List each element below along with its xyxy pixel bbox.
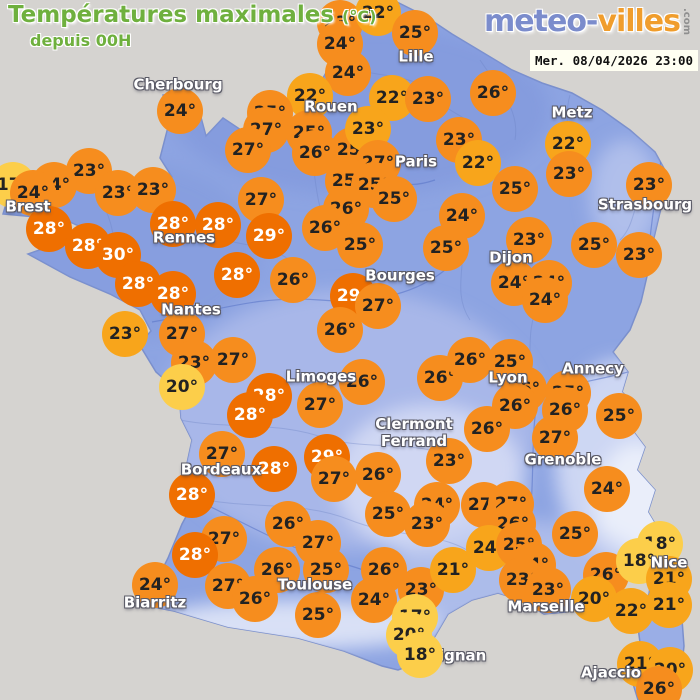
temp-bubble: 26° (254, 547, 300, 593)
temp-bubble: 27° (355, 283, 401, 329)
temp-bubble: 26° (447, 337, 493, 383)
city-label: Rouen (304, 97, 358, 116)
city-label: Limoges (285, 367, 357, 386)
temp-bubble: 25° (552, 511, 598, 557)
logo-part-orange: villes (597, 4, 681, 39)
map-title-block: Températures maximales (°C) depuis 00H (8, 2, 376, 50)
temp-bubble: 25° (596, 393, 642, 439)
city-label: Lyon (488, 368, 528, 387)
temp-bubble: 24° (157, 88, 203, 134)
temp-bubble: 26° (636, 666, 682, 700)
temp-bubble: 29° (246, 213, 292, 259)
temp-bubble: 23° (405, 76, 451, 122)
temp-bubble: 28° (150, 201, 196, 247)
temp-bubble: 23° (404, 501, 450, 547)
temp-bubble: 28° (214, 252, 260, 298)
temp-bubble: 21° (430, 547, 476, 593)
city-label: Marseille (507, 597, 585, 616)
city-label: Annecy (562, 359, 624, 378)
temp-bubble: 25° (571, 222, 617, 268)
temp-bubble: 25° (365, 491, 411, 537)
temp-bubble: 27° (297, 382, 343, 428)
temp-bubble: 23° (102, 311, 148, 357)
temp-bubble: 27° (210, 337, 256, 383)
city-label: Nantes (161, 300, 221, 319)
temp-bubble: 23° (426, 438, 472, 484)
temp-bubble: 23° (525, 567, 571, 613)
datetime-badge: Mer. 08/04/2026 23:00 (529, 50, 698, 71)
temp-bubble: 24° (351, 577, 397, 623)
temp-bubble: 26° (464, 406, 510, 452)
temp-bubble: 26° (355, 452, 401, 498)
city-label: Brest (5, 197, 51, 216)
temp-bubble: 26° (470, 70, 516, 116)
temp-bubble: 25° (303, 547, 349, 593)
temp-bubble: 24° (10, 170, 56, 216)
temp-bubble: 23° (506, 217, 552, 263)
city-label: Toulouse (277, 575, 353, 594)
temp-bubble: 28° (26, 206, 72, 252)
city-label: Nice (650, 553, 688, 572)
temp-bubble: 27° (532, 415, 578, 461)
city-label: Strasbourg (597, 195, 693, 214)
temp-bubble: 18° (397, 632, 443, 678)
temp-bubble: 28° (150, 271, 196, 317)
city-label: Cherbourg (133, 75, 223, 94)
temp-bubble: 26° (270, 257, 316, 303)
city-label: Bordeaux (180, 460, 262, 479)
temp-bubble: 25° (392, 10, 438, 56)
temp-bubble: 24° (584, 466, 630, 512)
temp-bubble: 23° (546, 151, 592, 197)
title-unit: (°C) (342, 7, 377, 26)
temp-bubble: 27° (225, 127, 271, 173)
city-label: Lille (398, 47, 434, 66)
temp-bubble: 24° (522, 277, 568, 323)
temp-bubble: 24° (439, 193, 485, 239)
page-title: Températures maximales (°C) (8, 2, 377, 28)
city-label: Grenoble (524, 450, 602, 469)
page-subtitle: depuis 00H (30, 31, 132, 50)
city-label: Clermont Ferrand (375, 414, 453, 450)
city-label: Biarritz (123, 593, 187, 612)
temp-bubble: 26° (339, 359, 385, 405)
temp-bubble: 26° (492, 383, 538, 429)
temp-bubble: 27° (199, 431, 245, 477)
temp-bubble: 25° (371, 176, 417, 222)
logo-com-suffix: .com (681, 8, 692, 36)
temp-bubble: 20° (159, 364, 205, 410)
temp-bubble: 21° (646, 582, 692, 628)
city-label: Metz (551, 103, 593, 122)
temp-bubble: 27° (311, 456, 357, 502)
meteo-villes-logo[interactable]: meteo-villes .com (484, 4, 692, 39)
temp-bubble: 23° (626, 162, 672, 208)
city-label: Paris (394, 152, 438, 171)
city-label: Rennes (152, 228, 216, 247)
city-label: Dijon (489, 248, 533, 267)
temp-bubble: 28° (251, 446, 297, 492)
city-label: Bourges (365, 266, 435, 285)
temp-bubble: 25° (295, 592, 341, 638)
temp-bubble: 20° (571, 576, 617, 622)
temp-bubble: 26° (317, 307, 363, 353)
temp-bubble: 28° (195, 202, 241, 248)
temp-bubble: 25° (492, 166, 538, 212)
temp-bubble: 25° (337, 222, 383, 268)
temp-bubble: 23° (616, 232, 662, 278)
temp-bubble: 24° (325, 50, 371, 96)
temp-bubble: 24° (132, 562, 178, 608)
logo-part-blue: meteo- (484, 4, 598, 39)
temp-bubble: 28° (169, 472, 215, 518)
temp-bubble: 28° (227, 392, 273, 438)
temp-bubble: 26° (232, 576, 278, 622)
temp-bubble: 27° (238, 177, 284, 223)
city-label: Ajaccio (580, 663, 642, 682)
